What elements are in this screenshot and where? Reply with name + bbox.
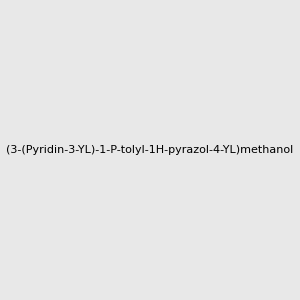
Text: (3-(Pyridin-3-YL)-1-P-tolyl-1H-pyrazol-4-YL)methanol: (3-(Pyridin-3-YL)-1-P-tolyl-1H-pyrazol-4… xyxy=(6,145,294,155)
